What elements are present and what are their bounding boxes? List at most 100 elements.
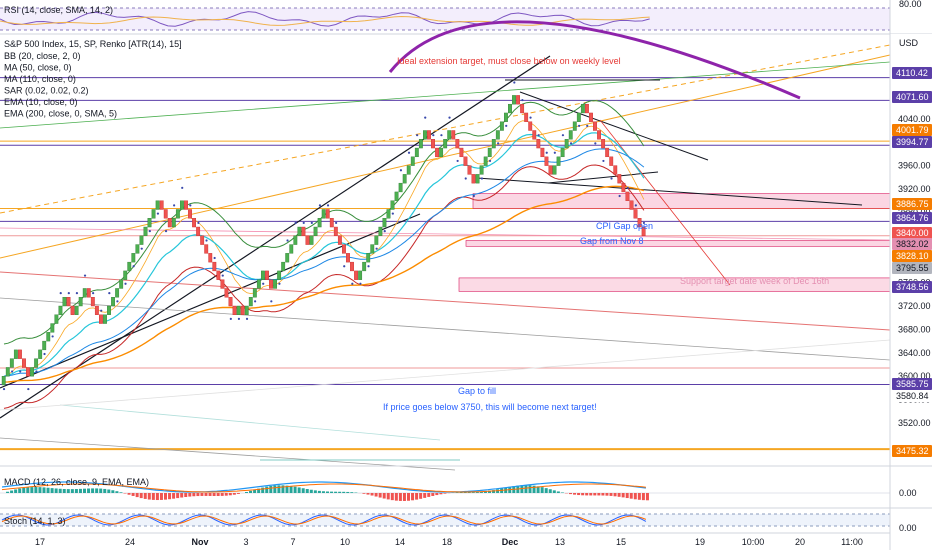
sar-dot: [464, 177, 467, 180]
renko-brick-down: [216, 270, 221, 280]
macd-histogram-bar: [139, 493, 143, 499]
price-tag: 3585.75: [892, 378, 932, 390]
macd-histogram-bar: [111, 490, 115, 493]
macd-histogram-bar: [467, 492, 471, 493]
symbol-title: S&P 500 Index, 15, SP, Renko [ATR(14), 1…: [4, 39, 182, 49]
renko-brick-down: [224, 288, 229, 298]
renko-brick-down: [637, 218, 642, 228]
renko-brick-down: [532, 130, 537, 140]
x-tick-label: 17: [35, 537, 45, 547]
sar-dot: [424, 116, 427, 119]
renko-brick-up: [119, 279, 124, 289]
renko-brick-up: [244, 305, 249, 315]
macd-histogram-bar: [34, 487, 38, 493]
macd-histogram-bar: [334, 491, 338, 493]
macd-histogram-bar: [577, 493, 581, 496]
renko-brick-down: [520, 103, 525, 114]
macd-histogram-bar: [544, 488, 548, 493]
renko-brick-up: [5, 367, 10, 377]
sar-dot: [634, 204, 637, 207]
sar-dot: [578, 124, 581, 127]
macd-histogram-bar: [58, 488, 62, 493]
renko-brick-up: [261, 270, 265, 280]
renko-brick-down: [94, 305, 99, 315]
macd-histogram-bar: [346, 491, 350, 493]
x-tick-label: 10: [340, 537, 350, 547]
sar-dot: [148, 230, 151, 233]
macd-histogram-bar: [532, 485, 536, 493]
macd-histogram-bar: [66, 489, 70, 493]
sar-dot: [278, 282, 281, 285]
macd-histogram-bar: [443, 493, 447, 494]
price-tag-bg: [892, 250, 932, 262]
macd-histogram-bar: [386, 493, 390, 500]
sar-dot: [213, 256, 216, 260]
macd-histogram-bar: [78, 488, 82, 493]
sar-dot: [189, 204, 192, 207]
renko-brick-up: [293, 235, 298, 245]
sar-dot: [132, 265, 135, 268]
macd-histogram-bar: [605, 493, 609, 496]
price-tag: 3994.77: [892, 136, 932, 148]
price-tag-bg: [892, 136, 932, 148]
macd-histogram-bar: [431, 493, 435, 496]
renko-brick-down: [451, 130, 456, 140]
sar-dot: [156, 212, 160, 215]
macd-histogram-bar: [192, 493, 196, 497]
sar-dot: [11, 370, 14, 373]
price-tag: 3748.56: [892, 281, 932, 293]
macd-histogram-bar: [159, 493, 163, 500]
macd-histogram-bar: [398, 493, 402, 501]
x-tick-label: 19: [695, 537, 705, 547]
renko-brick-down: [467, 165, 472, 175]
macd-histogram-bar: [492, 490, 496, 493]
renko-brick-up: [248, 297, 253, 307]
renko-brick-up: [78, 297, 83, 307]
x-tick-label: 13: [555, 537, 565, 547]
renko-brick-up: [252, 288, 257, 298]
renko-brick-up: [42, 340, 47, 351]
annotation-text: Gap to fill: [458, 386, 496, 396]
price-tag: 3832.02: [892, 238, 932, 250]
renko-brick-down: [240, 305, 245, 315]
renko-brick-up: [107, 305, 111, 315]
renko-brick-up: [256, 279, 261, 289]
sar-dot: [375, 247, 378, 250]
sar-dot: [51, 335, 54, 338]
macd-histogram-bar: [249, 490, 253, 493]
x-tick-label: 18: [442, 537, 452, 547]
stoch-level-label: 0.00: [899, 523, 917, 533]
indicator-legend-item: EMA (10, close, 0): [4, 97, 78, 107]
macd-histogram-bar: [633, 493, 637, 500]
renko-brick-down: [354, 270, 359, 280]
macd-histogram-bar: [261, 487, 265, 493]
time-axis[interactable]: 17 24 Nov 3 7 10 14 18 Dec 13 15 19 10:00 20 11:00: [0, 532, 890, 547]
renko-brick-up: [556, 156, 561, 166]
stoch-k-line: [1, 514, 647, 526]
price-axis[interactable]: USD 4120.004080.004040.004000.003960.003…: [890, 34, 932, 464]
renko-brick-up: [111, 297, 115, 307]
trend-line: [519, 91, 709, 161]
y-tick-label: 3960.00: [898, 161, 931, 171]
sar-dot: [124, 282, 127, 285]
sar-dot: [440, 134, 443, 137]
macd-histogram-bar: [621, 493, 625, 498]
macd-histogram-bar: [14, 489, 18, 493]
price-tag: 4071.60: [892, 91, 932, 103]
macd-histogram-bar: [155, 493, 159, 501]
macd-histogram-bar: [196, 493, 200, 497]
sar-dot: [27, 387, 30, 391]
renko-brick-up: [13, 349, 18, 359]
macd-histogram-bar: [22, 487, 26, 493]
x-tick-label: 20: [795, 537, 805, 547]
sar-dot: [229, 317, 232, 320]
macd-histogram-bar: [46, 487, 50, 493]
renko-brick-up: [487, 147, 492, 158]
renko-brick-up: [38, 349, 43, 359]
macd-histogram-bar: [402, 493, 406, 501]
macd-histogram-bar: [645, 493, 649, 501]
renko-brick-down: [232, 305, 237, 315]
macd-histogram-bar: [637, 493, 641, 500]
renko-brick-up: [277, 270, 282, 280]
